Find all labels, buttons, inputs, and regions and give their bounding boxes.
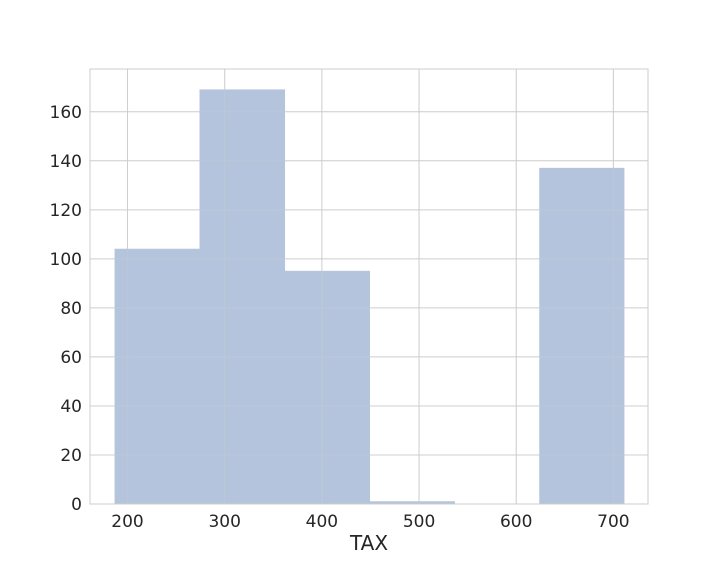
y-tick-label: 60	[60, 348, 82, 368]
x-axis-title: TAX	[349, 531, 388, 555]
y-tick-label: 40	[60, 397, 82, 417]
histogram-bar	[284, 270, 370, 505]
y-tick-label: 80	[60, 299, 82, 319]
histogram-bar	[539, 167, 625, 505]
y-tick-label: 20	[60, 446, 82, 466]
y-tick-label: 100	[50, 250, 82, 270]
x-tick-label: 700	[597, 512, 629, 532]
histogram-bars	[114, 89, 625, 505]
histogram-bar	[199, 89, 286, 505]
plot-frame	[89, 68, 649, 505]
x-tick-label: 600	[500, 512, 532, 532]
x-tick-label: 200	[111, 512, 143, 532]
x-tick-label: 300	[208, 512, 240, 532]
y-tick-labels: 0 20 40 60 80 100 120 140 160	[50, 103, 82, 515]
y-tick-label: 140	[50, 152, 82, 172]
grid-lines-overlay	[90, 69, 648, 505]
y-tick-label: 0	[71, 495, 82, 515]
x-tick-labels: 200 300 400 500 600 700	[111, 512, 629, 532]
x-tick-label: 400	[306, 512, 338, 532]
y-tick-label: 120	[50, 201, 82, 221]
x-tick-label: 500	[403, 512, 435, 532]
histogram-bar	[114, 248, 201, 505]
y-tick-label: 160	[50, 103, 82, 123]
